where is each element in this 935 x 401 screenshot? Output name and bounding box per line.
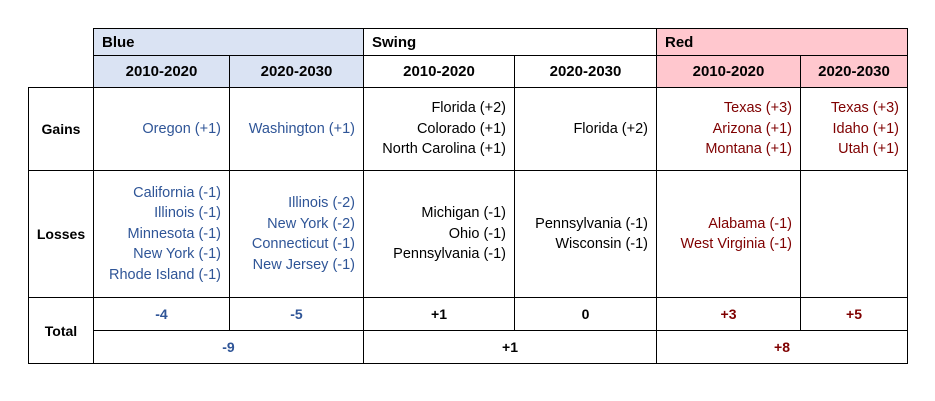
state-entry: Pennsylvania (-1): [393, 246, 506, 263]
state-entry: Pennsylvania (-1): [535, 215, 648, 232]
corner-empty: [29, 56, 94, 88]
group-header-red: Red: [656, 28, 908, 56]
state-entry: New York (-1): [133, 246, 221, 263]
row-label-total: Total: [28, 297, 94, 364]
total-swing-2020: 0: [514, 297, 657, 331]
corner-empty: [29, 29, 94, 56]
row-label-losses: Losses: [28, 170, 94, 298]
losses-swing-2010: Michigan (-1) Ohio (-1) Pennsylvania (-1): [363, 170, 515, 298]
state-entry: Minnesota (-1): [127, 225, 221, 242]
state-entry: Wisconsin (-1): [555, 236, 648, 252]
gains-blue-2010: Oregon (+1): [93, 87, 230, 171]
group-header-swing: Swing: [363, 28, 657, 56]
row-label-gains: Gains: [28, 87, 94, 171]
state-entry: Oregon (+1): [142, 120, 221, 137]
total-red-2010: +3: [656, 297, 801, 331]
state-entry: Idaho (+1): [832, 120, 899, 137]
gains-row: Gains Oregon (+1) Washington (+1) Florid…: [28, 87, 908, 171]
group-header-blue: Blue: [93, 28, 364, 56]
state-entry: Washington (+1): [248, 120, 355, 137]
losses-blue-2010: California (-1) Illinois (-1) Minnesota (-…: [93, 170, 230, 298]
period-header-swing-2010: 2010-2020: [363, 55, 515, 88]
period-header-red-2010: 2010-2020: [656, 55, 801, 88]
state-entry: New Jersey (-1): [252, 256, 355, 273]
state-entry: Montana (+1): [705, 141, 792, 158]
period-header-red-2020: 2020-2030: [800, 55, 908, 88]
losses-red-2020: [800, 170, 908, 298]
state-entry: Florida (+2): [431, 100, 506, 117]
total-period-row: Total -4 -5 +1 0 +3 +5: [28, 297, 908, 364]
state-entry: Utah (+1): [838, 141, 899, 158]
state-entry: Texas (+3): [723, 100, 792, 117]
state-entry: North Carolina (+1): [382, 141, 506, 158]
gains-swing-2010: Florida (+2) Colorado (+1) North Carolina …: [363, 87, 515, 171]
group-header-row: Blue Swing Red: [29, 28, 908, 56]
gains-red-2010: Texas (+3) Arizona (+1) Montana (+1): [656, 87, 801, 171]
state-entry: California (-1): [133, 184, 221, 201]
total-blue-combined: -9: [93, 330, 364, 364]
total-red-combined: +8: [656, 330, 908, 364]
state-entry: Illinois (-2): [288, 195, 355, 211]
gains-blue-2020: Washington (+1): [229, 87, 364, 171]
losses-row: Losses California (-1) Illinois (-1) Minne…: [28, 170, 908, 298]
state-entry: Alabama (-1): [708, 215, 792, 232]
state-entry: Rhode Island (-1): [108, 266, 221, 283]
period-header-swing-2020: 2020-2030: [514, 55, 657, 88]
total-swing-2010: +1: [363, 297, 515, 331]
gains-swing-2020: Florida (+2): [514, 87, 657, 171]
period-header-row: 2010-2020 2020-2030 2010-2020 2020-2030 …: [29, 55, 908, 88]
state-entry: Arizona (+1): [712, 120, 792, 137]
total-blue-2020: -5: [229, 297, 364, 331]
losses-red-2010: Alabama (-1) West Virginia (-1): [656, 170, 801, 298]
total-combined-row: -9 +1 +8: [29, 330, 908, 364]
state-entry: Colorado (+1): [416, 120, 506, 137]
state-entry: Florida (+2): [573, 120, 648, 137]
apportionment-table: Blue Swing Red 2010-2020 2020-2030 2010-…: [28, 28, 908, 364]
state-entry: Illinois (-1): [154, 205, 221, 222]
losses-swing-2020: Pennsylvania (-1) Wisconsin (-1): [514, 170, 657, 298]
state-entry: West Virginia (-1): [680, 236, 792, 252]
gains-red-2020: Texas (+3) Idaho (+1) Utah (+1): [800, 87, 908, 171]
period-header-blue-2010: 2010-2020: [93, 55, 230, 88]
state-entry: Michigan (-1): [421, 205, 506, 222]
total-blue-2010: -4: [93, 297, 230, 331]
period-header-blue-2020: 2020-2030: [229, 55, 364, 88]
state-entry: Ohio (-1): [448, 225, 506, 242]
total-red-2020: +5: [800, 297, 908, 331]
state-entry: Connecticut (-1): [251, 236, 355, 252]
total-swing-combined: +1: [363, 330, 657, 364]
state-entry: Texas (+3): [830, 100, 899, 117]
losses-blue-2020: Illinois (-2) New York (-2) Connecticut (-…: [229, 170, 364, 298]
state-entry: New York (-2): [267, 215, 355, 232]
